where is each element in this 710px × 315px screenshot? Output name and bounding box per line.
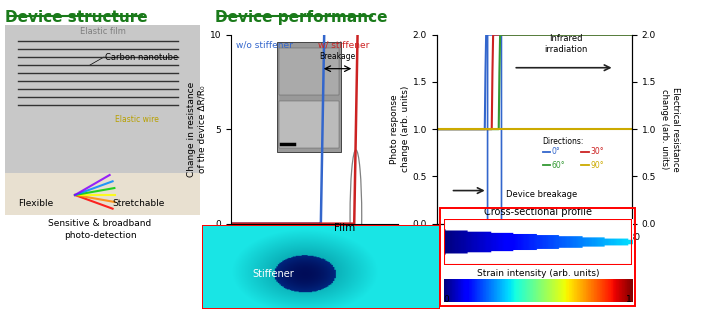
Title: Cross-sectional profile: Cross-sectional profile (484, 207, 592, 217)
Text: Elastic film: Elastic film (80, 27, 126, 37)
Text: Infrared
irradiation: Infrared irradiation (544, 34, 587, 54)
Text: Stiffener: Stiffener (253, 269, 295, 279)
Text: Elastic wire: Elastic wire (115, 116, 159, 124)
Text: w/o stiffener: w/o stiffener (236, 40, 293, 49)
Title: Strain intensity (arb. units): Strain intensity (arb. units) (476, 269, 599, 278)
FancyBboxPatch shape (279, 101, 339, 148)
Text: Device performance: Device performance (215, 10, 388, 25)
FancyBboxPatch shape (5, 173, 200, 215)
Text: Device structure: Device structure (5, 10, 148, 25)
Text: Carbon nanotube: Carbon nanotube (105, 53, 178, 61)
Text: Stretchable: Stretchable (112, 199, 165, 208)
Text: Breakage: Breakage (320, 52, 356, 61)
FancyBboxPatch shape (5, 25, 200, 175)
Text: 30°: 30° (590, 147, 604, 156)
Text: 0: 0 (444, 295, 449, 304)
Text: 1: 1 (626, 295, 632, 304)
FancyBboxPatch shape (278, 42, 341, 152)
Text: Flexible: Flexible (18, 199, 53, 208)
Y-axis label: Photo response
change (arb. units): Photo response change (arb. units) (391, 86, 410, 172)
Text: 0°: 0° (552, 147, 560, 156)
X-axis label: Strain (%): Strain (%) (288, 248, 340, 258)
Y-axis label: Electrical resistance
change (arb. units): Electrical resistance change (arb. units… (660, 87, 679, 172)
X-axis label: Strain (%): Strain (%) (508, 248, 560, 258)
Text: Device breakage: Device breakage (506, 190, 578, 199)
Text: w/ stiffener: w/ stiffener (317, 40, 369, 49)
Text: Directions:: Directions: (542, 137, 584, 146)
Text: Sensitive & broadband
photo-detection: Sensitive & broadband photo-detection (48, 219, 152, 240)
Y-axis label: Change in resistance
of the device ΔR/R₀: Change in resistance of the device ΔR/R₀ (187, 82, 207, 177)
FancyBboxPatch shape (279, 48, 339, 95)
Text: Film: Film (334, 223, 356, 233)
Text: 90°: 90° (590, 161, 604, 169)
Text: 60°: 60° (552, 161, 565, 169)
